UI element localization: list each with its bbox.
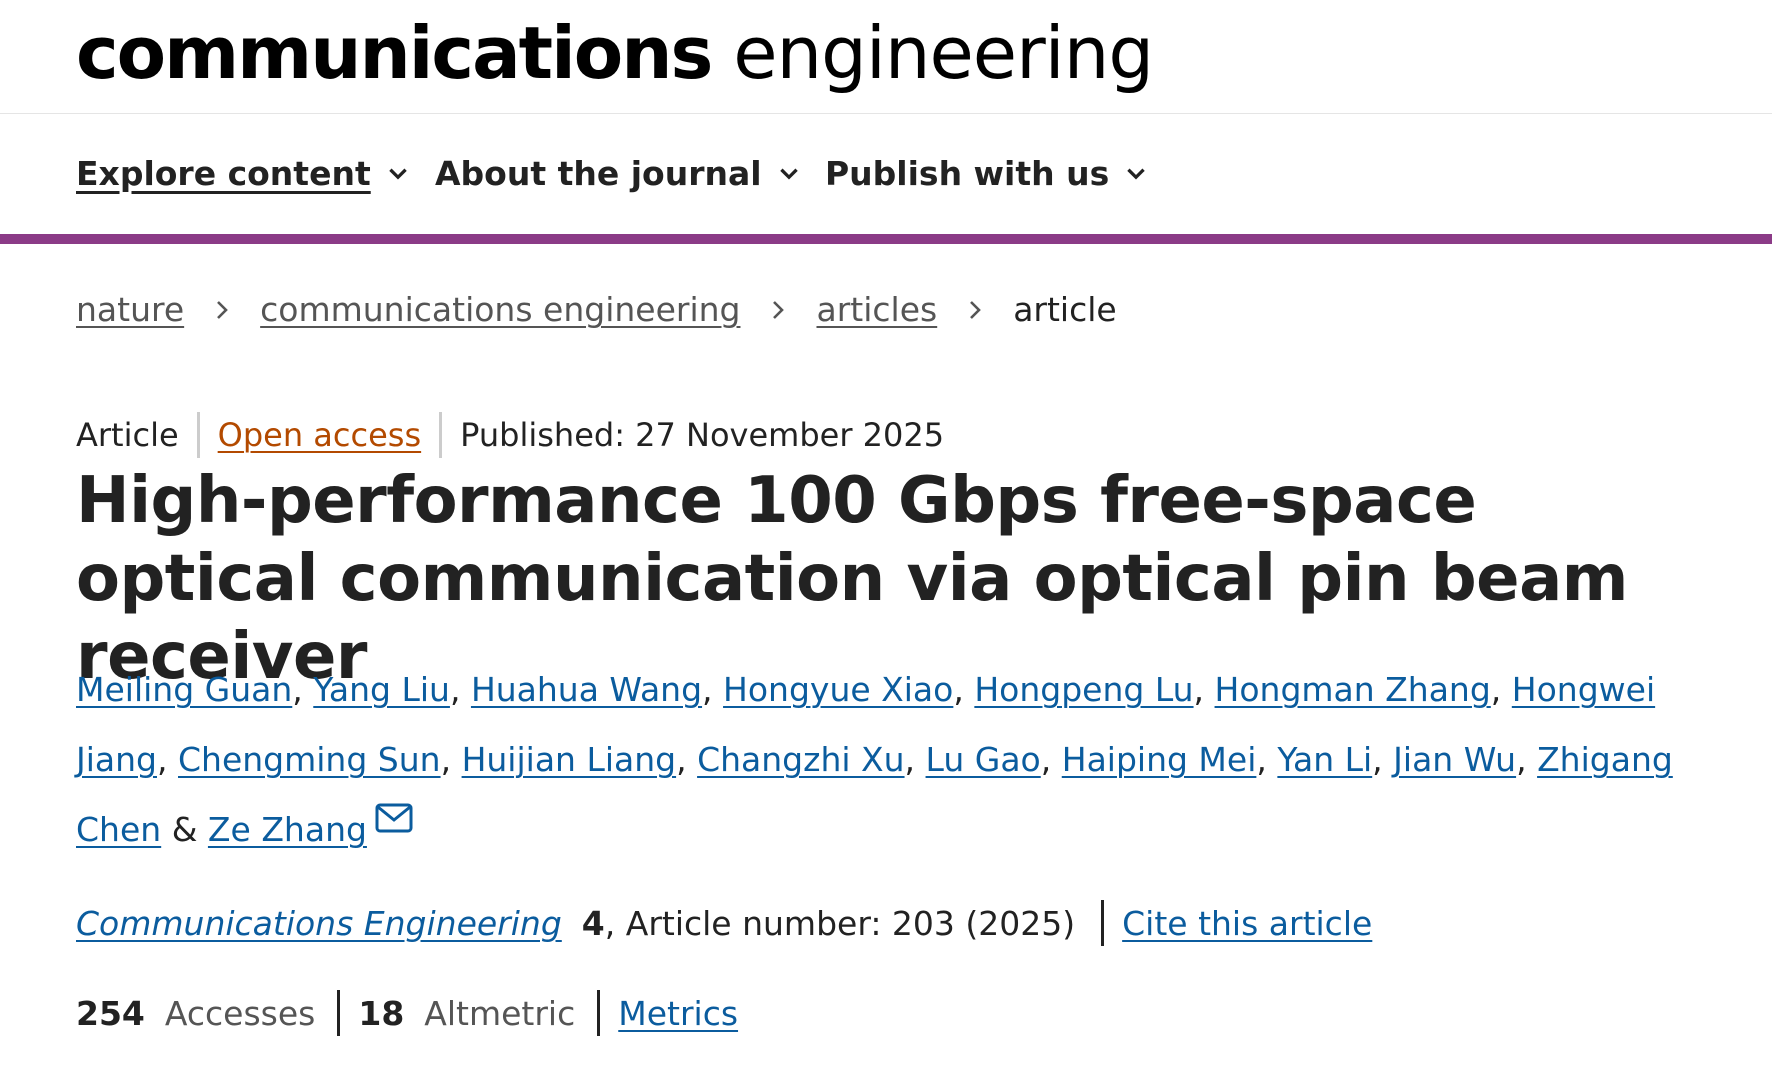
author-separator: , [953, 670, 964, 709]
author-separator: , [1256, 740, 1267, 779]
author-separator: , [904, 740, 916, 779]
author-separator: , [1372, 740, 1383, 779]
metrics-link[interactable]: Metrics [618, 993, 739, 1033]
author-link[interactable]: Hongyue Xiao [723, 670, 954, 709]
article-type: Article [76, 416, 179, 454]
author-separator: , [676, 740, 687, 779]
author-separator: , [449, 670, 461, 709]
author-separator: , [292, 670, 303, 709]
author-separator: , [440, 740, 452, 779]
metrics-divider [597, 990, 601, 1036]
meta-divider [439, 412, 443, 458]
author-link[interactable]: Hongwei Jiang [76, 670, 1656, 779]
author-link[interactable]: Zhigang Chen [76, 740, 1673, 849]
mail-icon[interactable] [375, 803, 413, 833]
nav-item-label: About the journal [435, 154, 762, 193]
article-meta: Article Open access Published: 27 Novemb… [76, 412, 944, 458]
accesses-label: Accesses [164, 993, 316, 1033]
accesses-count: 254 [76, 993, 145, 1033]
author-link[interactable]: Hongman Zhang [1214, 670, 1491, 709]
breadcrumb-nature[interactable]: nature [76, 290, 185, 329]
nav-publish-with-us[interactable]: Publish with us [825, 154, 1149, 193]
author-list: Meiling Guan, Yang Liu, Huahua Wang, Hon… [76, 655, 1716, 865]
author-link[interactable]: Yan Li [1277, 740, 1373, 779]
chevron-down-icon [389, 168, 407, 180]
journal-link[interactable]: Communications Engineering [76, 903, 562, 943]
nav-explore-content[interactable]: Explore content [76, 154, 411, 193]
author-conjunction: & [161, 810, 208, 849]
site-header: communications engineering [0, 0, 1772, 114]
citation-divider [1101, 900, 1105, 946]
altmetric-label: Altmetric [424, 993, 576, 1033]
author-link-last[interactable]: Ze Zhang [207, 810, 367, 849]
open-access-link[interactable]: Open access [217, 416, 422, 454]
metrics-bar: 254 Accesses 18 Altmetric Metrics [76, 990, 738, 1036]
conjunction-text: & [171, 810, 198, 849]
altmetric-count: 18 [358, 993, 405, 1033]
article-number: , Article number: 203 (2025) [604, 903, 1076, 943]
author-separator: , [1193, 670, 1205, 709]
citation-line: Communications Engineering 4 , Article n… [76, 900, 1372, 946]
author-link[interactable]: Hongpeng Lu [974, 670, 1194, 709]
author-link[interactable]: Chengming Sun [178, 740, 441, 779]
author-link[interactable]: Meiling Guan [76, 670, 293, 709]
author-link[interactable]: Jian Wu [1393, 740, 1517, 779]
chevron-right-icon [970, 300, 982, 319]
author-separator: , [1516, 740, 1527, 779]
author-link[interactable]: Haiping Mei [1061, 740, 1257, 779]
author-separator: , [157, 740, 168, 779]
author-link[interactable]: Lu Gao [925, 740, 1041, 779]
cite-this-article-link[interactable]: Cite this article [1122, 903, 1373, 943]
breadcrumb-current: article [1013, 290, 1117, 329]
breadcrumb-communications-engineering[interactable]: communications engineering [260, 290, 741, 329]
metrics-divider [337, 990, 341, 1036]
nav-item-label: Publish with us [825, 154, 1110, 193]
author-link[interactable]: Yang Liu [313, 670, 450, 709]
chevron-right-icon [773, 300, 785, 319]
author-separator: , [1040, 740, 1052, 779]
published-date: Published: 27 November 2025 [460, 416, 945, 454]
accent-bar [0, 234, 1772, 244]
breadcrumb-articles[interactable]: articles [816, 290, 938, 329]
journal-logo[interactable]: communications engineering [76, 8, 1154, 98]
breadcrumb: nature communications engineering articl… [76, 290, 1117, 329]
nav-about-the-journal[interactable]: About the journal [435, 154, 802, 193]
author-separator: , [702, 670, 713, 709]
author-link[interactable]: Huijian Liang [461, 740, 677, 779]
logo-bold-text: communications [76, 11, 713, 95]
journal-volume: 4 [581, 903, 605, 943]
article-title: High-performance 100 Gbps free-space opt… [76, 464, 1628, 694]
author-names: Meiling Guan, Yang Liu, Huahua Wang, Hon… [76, 670, 1673, 849]
chevron-right-icon [217, 300, 228, 319]
chevron-down-icon [779, 168, 798, 180]
author-separator: , [1490, 670, 1502, 709]
logo-light-text: engineering [733, 11, 1154, 95]
author-link[interactable]: Changzhi Xu [697, 740, 905, 779]
author-link[interactable]: Huahua Wang [470, 670, 703, 709]
nav-item-label: Explore content [76, 154, 371, 193]
main-nav: Explore content About the journal Publis… [0, 114, 1772, 234]
meta-divider [196, 412, 200, 458]
chevron-down-icon [1127, 168, 1145, 180]
